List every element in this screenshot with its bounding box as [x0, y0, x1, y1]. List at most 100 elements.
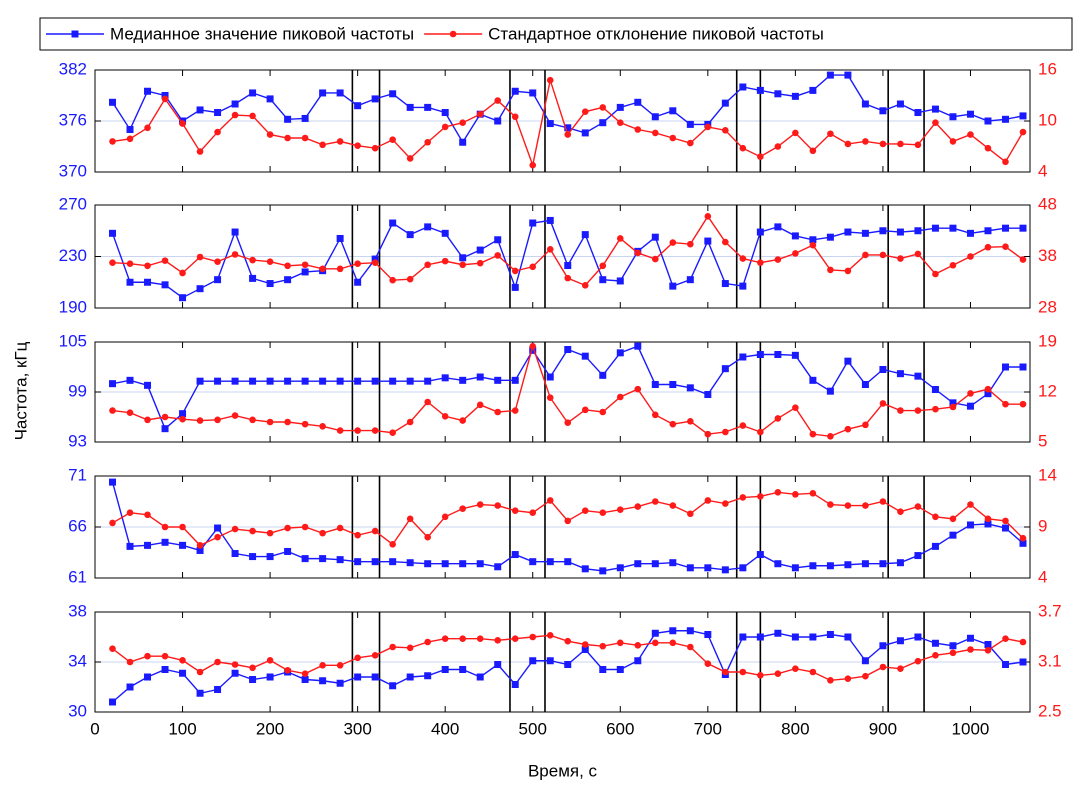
- marker: [301, 377, 309, 385]
- marker: [494, 502, 502, 509]
- marker: [354, 531, 361, 539]
- marker: [581, 108, 589, 115]
- marker: [896, 228, 904, 236]
- marker: [1001, 661, 1009, 668]
- marker: [722, 127, 729, 134]
- marker: [844, 633, 852, 641]
- marker: [897, 665, 904, 672]
- marker: [144, 262, 151, 270]
- plot-frame: [94, 611, 1031, 713]
- marker: [511, 87, 519, 95]
- marker: [809, 562, 817, 570]
- marker: [774, 90, 782, 98]
- marker: [529, 558, 537, 566]
- marker: [126, 509, 134, 517]
- marker: [704, 660, 712, 667]
- marker: [616, 235, 624, 242]
- marker: [546, 373, 554, 381]
- marker: [722, 500, 729, 507]
- marker: [897, 407, 904, 414]
- marker: [704, 497, 712, 504]
- marker: [319, 555, 327, 563]
- marker: [931, 105, 939, 113]
- marker: [774, 489, 782, 496]
- marker: [476, 246, 484, 254]
- marker: [651, 560, 659, 568]
- marker: [284, 377, 292, 385]
- marker: [126, 683, 134, 691]
- y2-tick-label: 2.5: [1038, 701, 1062, 720]
- marker: [792, 665, 799, 672]
- marker: [966, 229, 974, 237]
- marker: [511, 681, 519, 688]
- marker: [1001, 363, 1009, 371]
- marker: [179, 657, 186, 664]
- marker: [249, 416, 256, 424]
- marker: [687, 510, 694, 518]
- marker: [336, 679, 344, 687]
- marker: [844, 357, 852, 365]
- marker: [879, 227, 887, 235]
- marker: [687, 417, 694, 425]
- marker: [529, 89, 537, 97]
- marker: [424, 672, 432, 680]
- marker: [459, 254, 467, 262]
- marker: [931, 224, 939, 232]
- marker: [529, 633, 537, 641]
- marker: [651, 411, 659, 419]
- y-tick-label: 34: [68, 651, 87, 670]
- marker: [879, 642, 887, 650]
- marker: [354, 558, 362, 566]
- marker: [862, 251, 869, 259]
- marker: [109, 698, 117, 706]
- marker: [862, 138, 869, 145]
- marker: [196, 689, 204, 697]
- marker: [616, 119, 624, 126]
- marker: [196, 417, 204, 424]
- marker: [792, 491, 799, 498]
- marker: [651, 629, 659, 637]
- y2-tick-label: 3.1: [1038, 651, 1062, 670]
- marker: [897, 140, 904, 148]
- marker: [599, 262, 607, 270]
- marker: [984, 647, 992, 654]
- marker: [791, 633, 799, 641]
- marker: [511, 376, 519, 384]
- marker: [791, 232, 799, 240]
- marker: [966, 402, 974, 410]
- marker: [669, 627, 677, 635]
- marker: [459, 635, 466, 642]
- marker: [494, 236, 502, 244]
- marker: [879, 107, 887, 115]
- marker: [826, 631, 834, 638]
- marker: [459, 119, 466, 126]
- marker: [721, 99, 729, 107]
- x-tick-label: 800: [781, 719, 809, 738]
- marker: [406, 231, 414, 239]
- marker: [844, 561, 852, 569]
- marker: [284, 418, 291, 426]
- marker: [1001, 224, 1009, 232]
- marker: [354, 654, 361, 662]
- marker: [984, 515, 992, 523]
- marker: [651, 498, 659, 505]
- marker: [651, 255, 659, 263]
- marker: [686, 564, 694, 572]
- marker: [651, 639, 659, 647]
- marker: [774, 670, 782, 677]
- marker: [949, 642, 957, 650]
- marker: [967, 390, 974, 397]
- marker: [651, 233, 659, 241]
- marker: [791, 351, 799, 359]
- marker: [966, 634, 974, 642]
- marker: [126, 542, 134, 550]
- marker: [704, 123, 712, 131]
- marker: [494, 661, 502, 668]
- marker: [756, 633, 764, 641]
- marker: [109, 380, 117, 388]
- marker: [931, 542, 939, 550]
- marker: [826, 71, 834, 79]
- marker: [634, 642, 642, 649]
- marker: [581, 507, 589, 514]
